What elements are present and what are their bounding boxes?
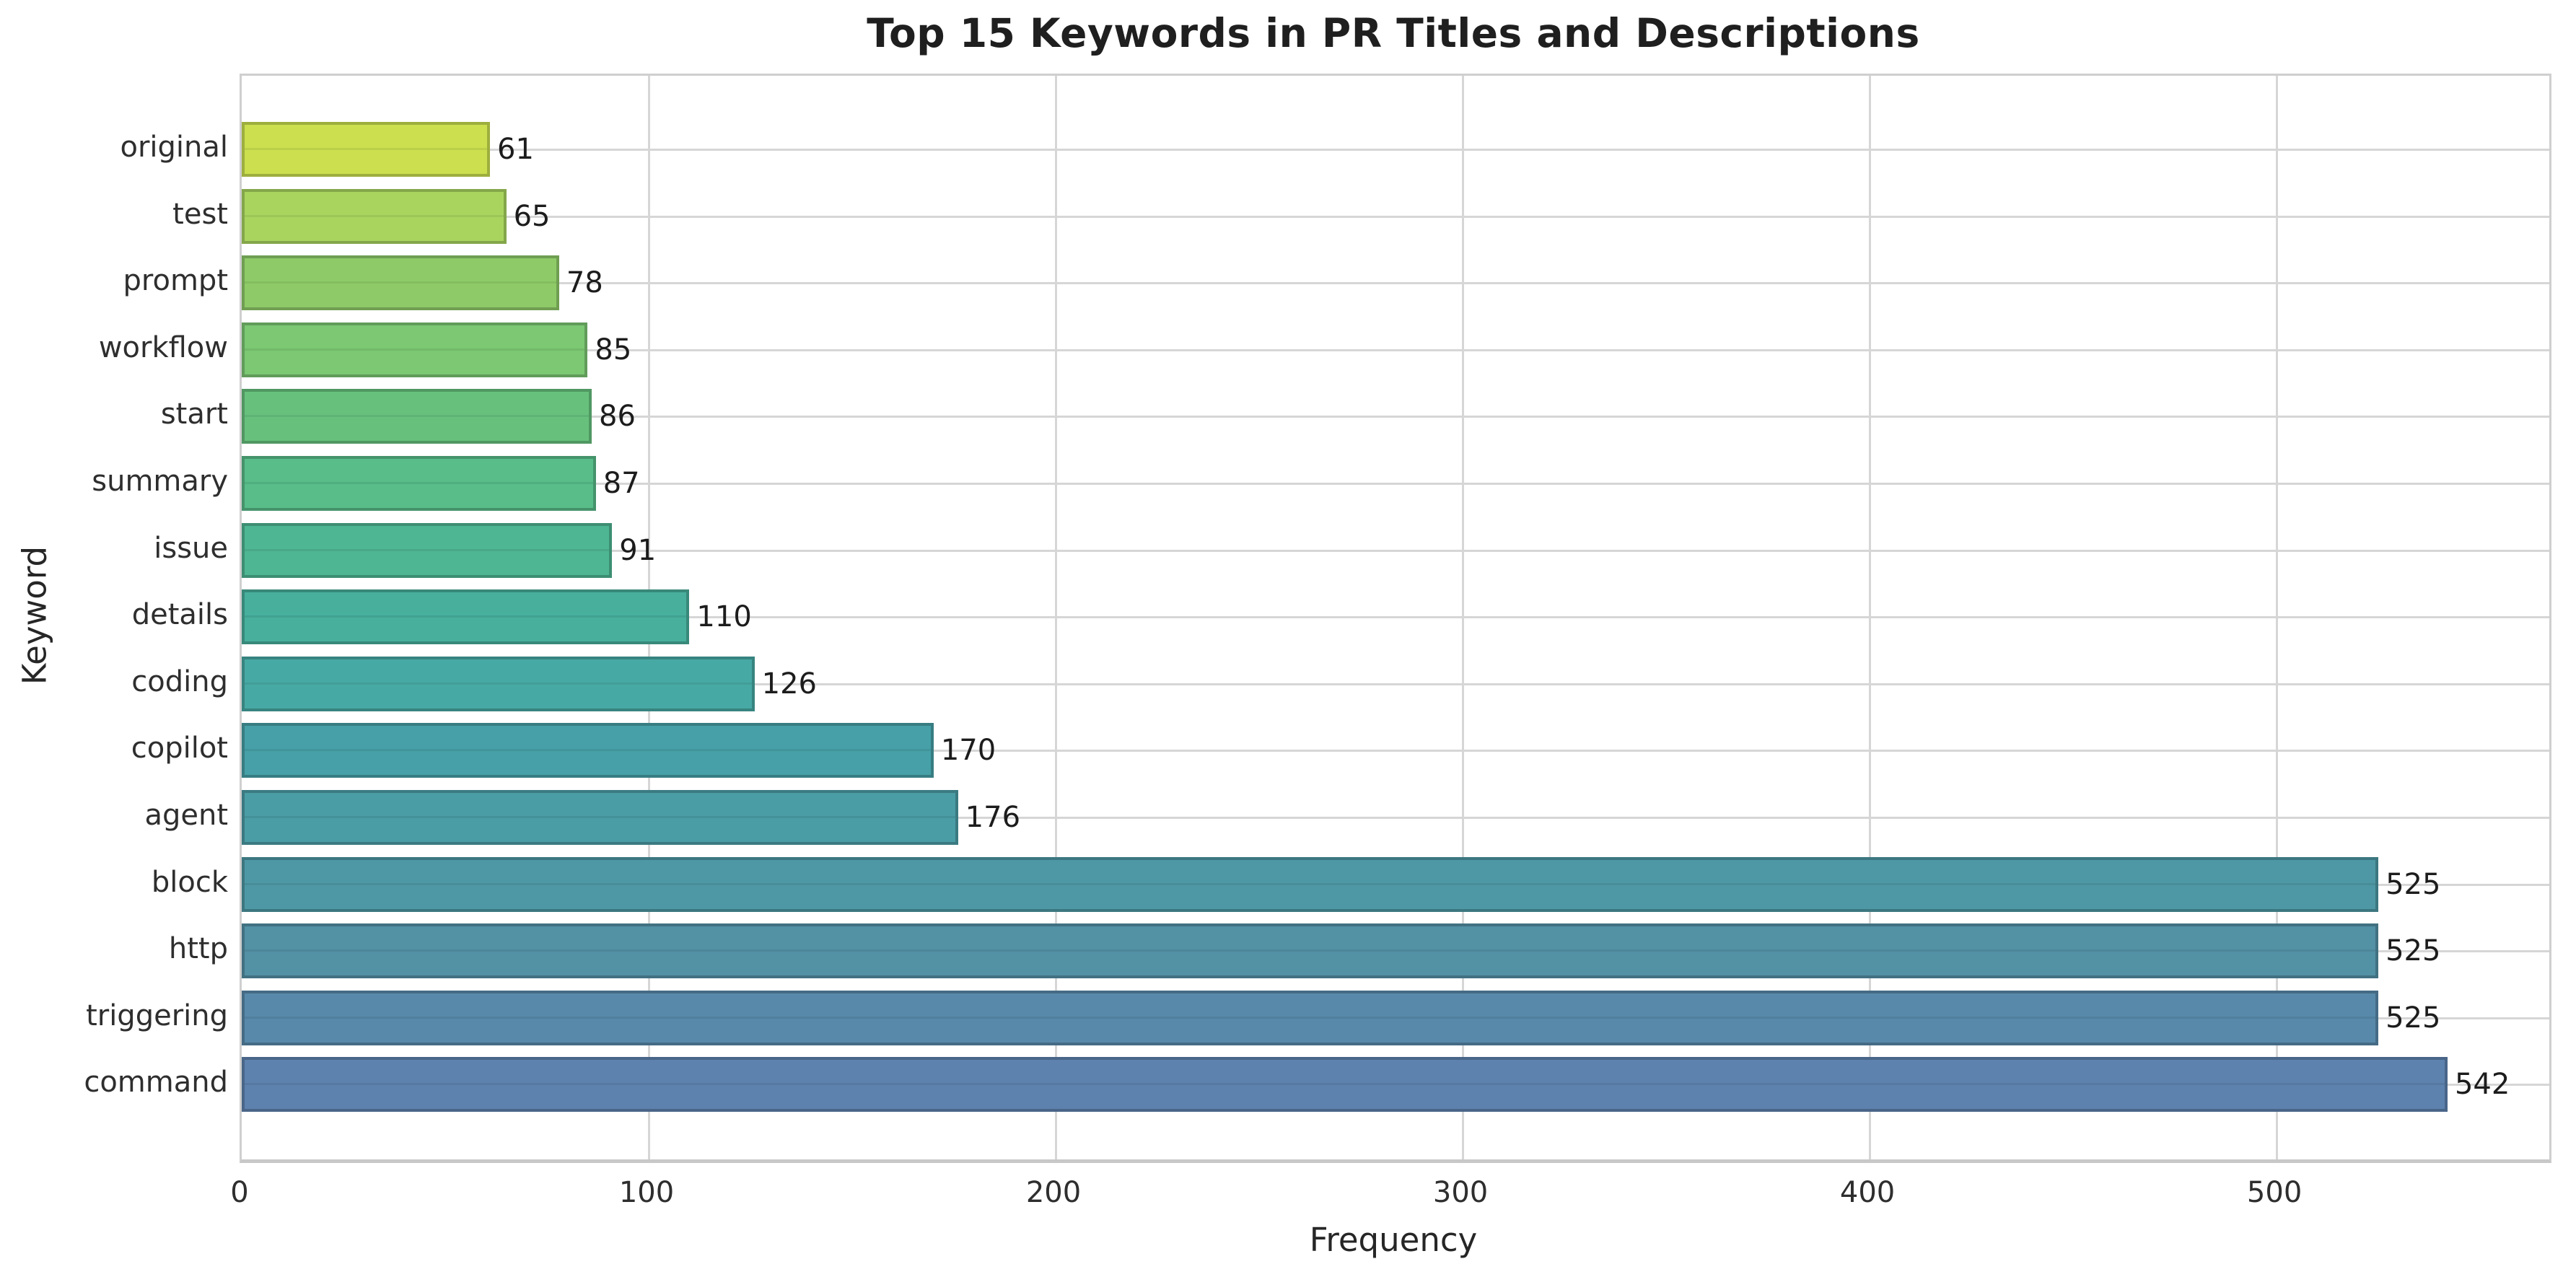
y-axis-tick-agent: agent [144,799,228,832]
y-gridline [242,817,2549,819]
y-gridline [242,149,2549,151]
bar-block [242,856,2379,912]
y-gridline [242,483,2549,485]
bar-issue [242,522,613,578]
y-gridline [242,282,2549,285]
y-gridline [242,348,2549,351]
bar-copilot [242,723,934,778]
y-gridline [242,549,2549,552]
y-axis-tick-http: http [168,932,228,966]
x-axis-tick: 0 [230,1176,249,1209]
value-label-triggering: 525 [2386,1001,2441,1035]
bar-coding [242,656,755,711]
value-label-workflow: 85 [595,333,632,367]
y-axis-tick-start: start [160,398,228,431]
y-axis-tick-original: original [120,131,228,164]
value-label-issue: 91 [619,533,657,567]
x-axis-tick: 100 [618,1176,675,1209]
x-axis-label: Frequency [1309,1221,1478,1259]
value-label-block: 525 [2386,867,2441,901]
y-axis-tick-issue: issue [154,531,228,565]
y-gridline [242,416,2549,418]
y-axis-tick-test: test [172,197,228,231]
y-axis-tick-command: command [84,1066,228,1100]
x-axis-tick: 200 [1025,1176,1082,1209]
y-axis-tick-details: details [131,598,228,632]
value-label-command: 542 [2454,1068,2510,1102]
y-axis-tick-block: block [151,865,228,899]
value-label-summary: 87 [603,467,640,500]
bar-test [242,188,507,244]
bar-command [242,1057,2448,1113]
value-label-agent: 176 [965,801,1021,834]
bar-start [242,389,592,444]
y-axis-tick-coding: coding [131,664,228,698]
bar-original [242,122,491,177]
value-label-test: 65 [513,199,551,233]
value-label-details: 110 [696,600,752,634]
y-axis-tick-workflow: workflow [98,330,228,364]
bar-triggering [242,990,2379,1045]
x-axis-tick: 500 [2246,1176,2303,1209]
value-label-copilot: 170 [940,734,996,768]
plot-area: 61 65 78 85 86 87 91 110 126 170 176 525 525 525 542 [240,74,2551,1163]
bar-details [242,589,690,645]
y-gridline [242,750,2549,752]
x-axis-tick: 300 [1432,1176,1489,1209]
value-label-start: 86 [599,400,636,434]
y-axis-tick-prompt: prompt [123,264,228,298]
bar-prompt [242,255,559,311]
y-axis-tick-summary: summary [92,465,228,498]
bar-summary [242,456,596,511]
bar-workflow [242,322,588,377]
y-gridline [242,683,2549,685]
bar-agent [242,790,958,845]
value-label-prompt: 78 [566,266,603,300]
y-axis-tick-copilot: copilot [131,732,228,765]
value-label-original: 61 [497,133,534,166]
value-label-coding: 126 [761,667,818,701]
y-axis-tick-triggering: triggering [86,999,228,1032]
y-gridline [242,616,2549,619]
x-axis-tick: 400 [1839,1176,1896,1209]
value-label-http: 525 [2386,934,2441,968]
y-gridline [242,215,2549,218]
bar-http [242,923,2379,979]
chart-title: Top 15 Keywords in PR Titles and Descrip… [867,10,1920,56]
y-axis-label: Keyword [15,545,54,685]
